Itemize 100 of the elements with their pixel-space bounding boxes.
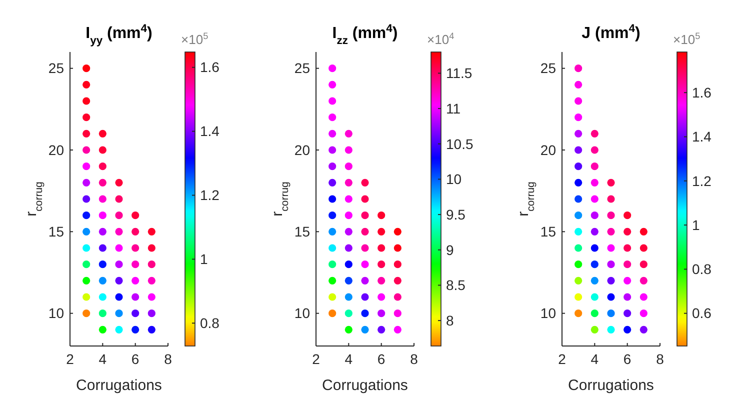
color-bar-label: 11.5 bbox=[446, 65, 472, 82]
point bbox=[98, 310, 106, 318]
point bbox=[344, 244, 352, 252]
point bbox=[361, 244, 369, 252]
point bbox=[394, 310, 402, 318]
point bbox=[328, 212, 336, 220]
point bbox=[361, 212, 369, 220]
point bbox=[378, 293, 386, 301]
point bbox=[115, 293, 123, 301]
text: ×10$^{4}$ bbox=[427, 31, 454, 47]
point bbox=[590, 195, 598, 203]
y-tick-label: 20 bbox=[48, 142, 64, 158]
x-tick-label: 8 bbox=[656, 351, 664, 367]
point bbox=[624, 260, 632, 268]
point bbox=[607, 212, 615, 220]
x-tick-label: 6 bbox=[377, 351, 386, 367]
x-tick-label: 8 bbox=[164, 351, 172, 367]
point bbox=[607, 260, 615, 268]
point bbox=[148, 228, 156, 236]
point bbox=[378, 228, 386, 236]
point bbox=[98, 178, 106, 186]
point bbox=[98, 228, 106, 236]
x-axis-title: Corrugations bbox=[322, 377, 408, 394]
point bbox=[640, 293, 648, 301]
point bbox=[394, 260, 402, 268]
point bbox=[82, 114, 90, 122]
color-bar-label: 9.5 bbox=[446, 206, 466, 222]
point bbox=[98, 260, 106, 268]
chart-title: I$_{yy}$ (mm$^{4}$) bbox=[86, 23, 152, 47]
point bbox=[640, 326, 648, 334]
point bbox=[361, 310, 369, 318]
point bbox=[115, 276, 123, 284]
point bbox=[574, 244, 582, 252]
x-tick-label: 2 bbox=[558, 351, 566, 367]
point bbox=[132, 326, 140, 334]
x-tick-label: 4 bbox=[344, 351, 353, 367]
color-bar-label: 1.6 bbox=[692, 84, 712, 101]
point bbox=[590, 146, 598, 154]
point bbox=[115, 212, 123, 220]
point bbox=[607, 178, 615, 186]
point bbox=[115, 178, 123, 186]
point bbox=[344, 178, 352, 186]
y-tick-label: 20 bbox=[540, 142, 556, 158]
x-tick-label: 8 bbox=[410, 351, 418, 367]
color-bar-label: 1 bbox=[692, 216, 700, 233]
point bbox=[590, 276, 598, 284]
point bbox=[574, 260, 582, 268]
point bbox=[328, 276, 336, 284]
color-bar-label: 8.5 bbox=[446, 277, 466, 294]
point bbox=[344, 212, 352, 220]
point bbox=[574, 212, 582, 220]
point bbox=[607, 228, 615, 236]
point bbox=[361, 326, 369, 334]
point bbox=[98, 276, 106, 284]
point bbox=[574, 293, 582, 301]
point bbox=[378, 212, 386, 220]
point bbox=[132, 293, 140, 301]
point bbox=[148, 326, 156, 334]
point bbox=[328, 146, 336, 154]
point bbox=[590, 244, 598, 252]
y-tick-label: 10 bbox=[294, 305, 310, 322]
y-tick-label: 15 bbox=[48, 224, 64, 240]
x-tick-label: 2 bbox=[312, 351, 320, 367]
point bbox=[115, 310, 123, 318]
point bbox=[624, 310, 632, 318]
point bbox=[378, 276, 386, 284]
x-axis-title: Corrugations bbox=[76, 377, 162, 394]
point bbox=[82, 80, 90, 88]
point bbox=[344, 310, 352, 318]
point bbox=[574, 130, 582, 138]
color-bar-label: 1.4 bbox=[692, 128, 712, 145]
point bbox=[82, 146, 90, 154]
color-bar-label: 11 bbox=[446, 100, 461, 116]
point bbox=[98, 195, 106, 203]
point bbox=[344, 260, 352, 268]
point bbox=[394, 276, 402, 284]
point bbox=[328, 195, 336, 203]
point bbox=[98, 162, 106, 170]
point bbox=[574, 276, 582, 284]
y-tick-label: 25 bbox=[294, 60, 310, 76]
point bbox=[132, 276, 140, 284]
point bbox=[328, 97, 336, 105]
point bbox=[148, 244, 156, 252]
point bbox=[148, 276, 156, 284]
point bbox=[82, 212, 90, 220]
point bbox=[640, 228, 648, 236]
point bbox=[115, 260, 123, 268]
point bbox=[574, 64, 582, 72]
point bbox=[574, 178, 582, 186]
x-tick-label: 4 bbox=[98, 351, 107, 367]
point bbox=[344, 162, 352, 170]
point bbox=[361, 178, 369, 186]
point bbox=[344, 228, 352, 236]
point bbox=[574, 162, 582, 170]
x-axis-title: Corrugations bbox=[568, 377, 654, 394]
point bbox=[344, 293, 352, 301]
point bbox=[624, 276, 632, 284]
color-bar-label: 1 bbox=[200, 251, 208, 268]
point bbox=[115, 244, 123, 252]
point bbox=[607, 326, 615, 334]
